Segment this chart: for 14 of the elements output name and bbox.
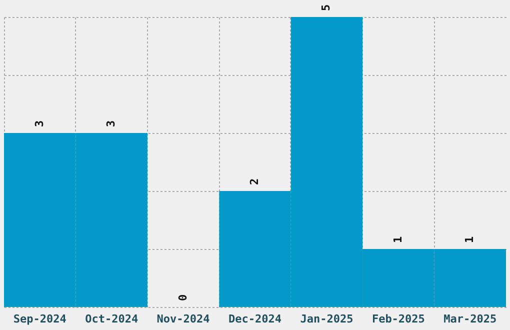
x-tick-label: Dec-2024: [228, 312, 282, 326]
x-tick-label: Mar-2025: [444, 312, 497, 326]
data-label: 3: [32, 120, 46, 127]
data-label: 0: [176, 294, 190, 301]
x-tick-label: Jan-2025: [300, 312, 354, 326]
data-label: 1: [463, 236, 476, 243]
data-label: 2: [248, 178, 261, 185]
data-label: 5: [320, 4, 333, 11]
data-label: 3: [104, 120, 118, 127]
x-tick-label: Oct-2024: [85, 312, 138, 326]
x-tick-label: Sep-2024: [13, 312, 67, 326]
x-tick-label: Nov-2024: [156, 312, 210, 326]
x-tick-label: Feb-2025: [372, 312, 425, 326]
data-label: 1: [391, 236, 404, 243]
